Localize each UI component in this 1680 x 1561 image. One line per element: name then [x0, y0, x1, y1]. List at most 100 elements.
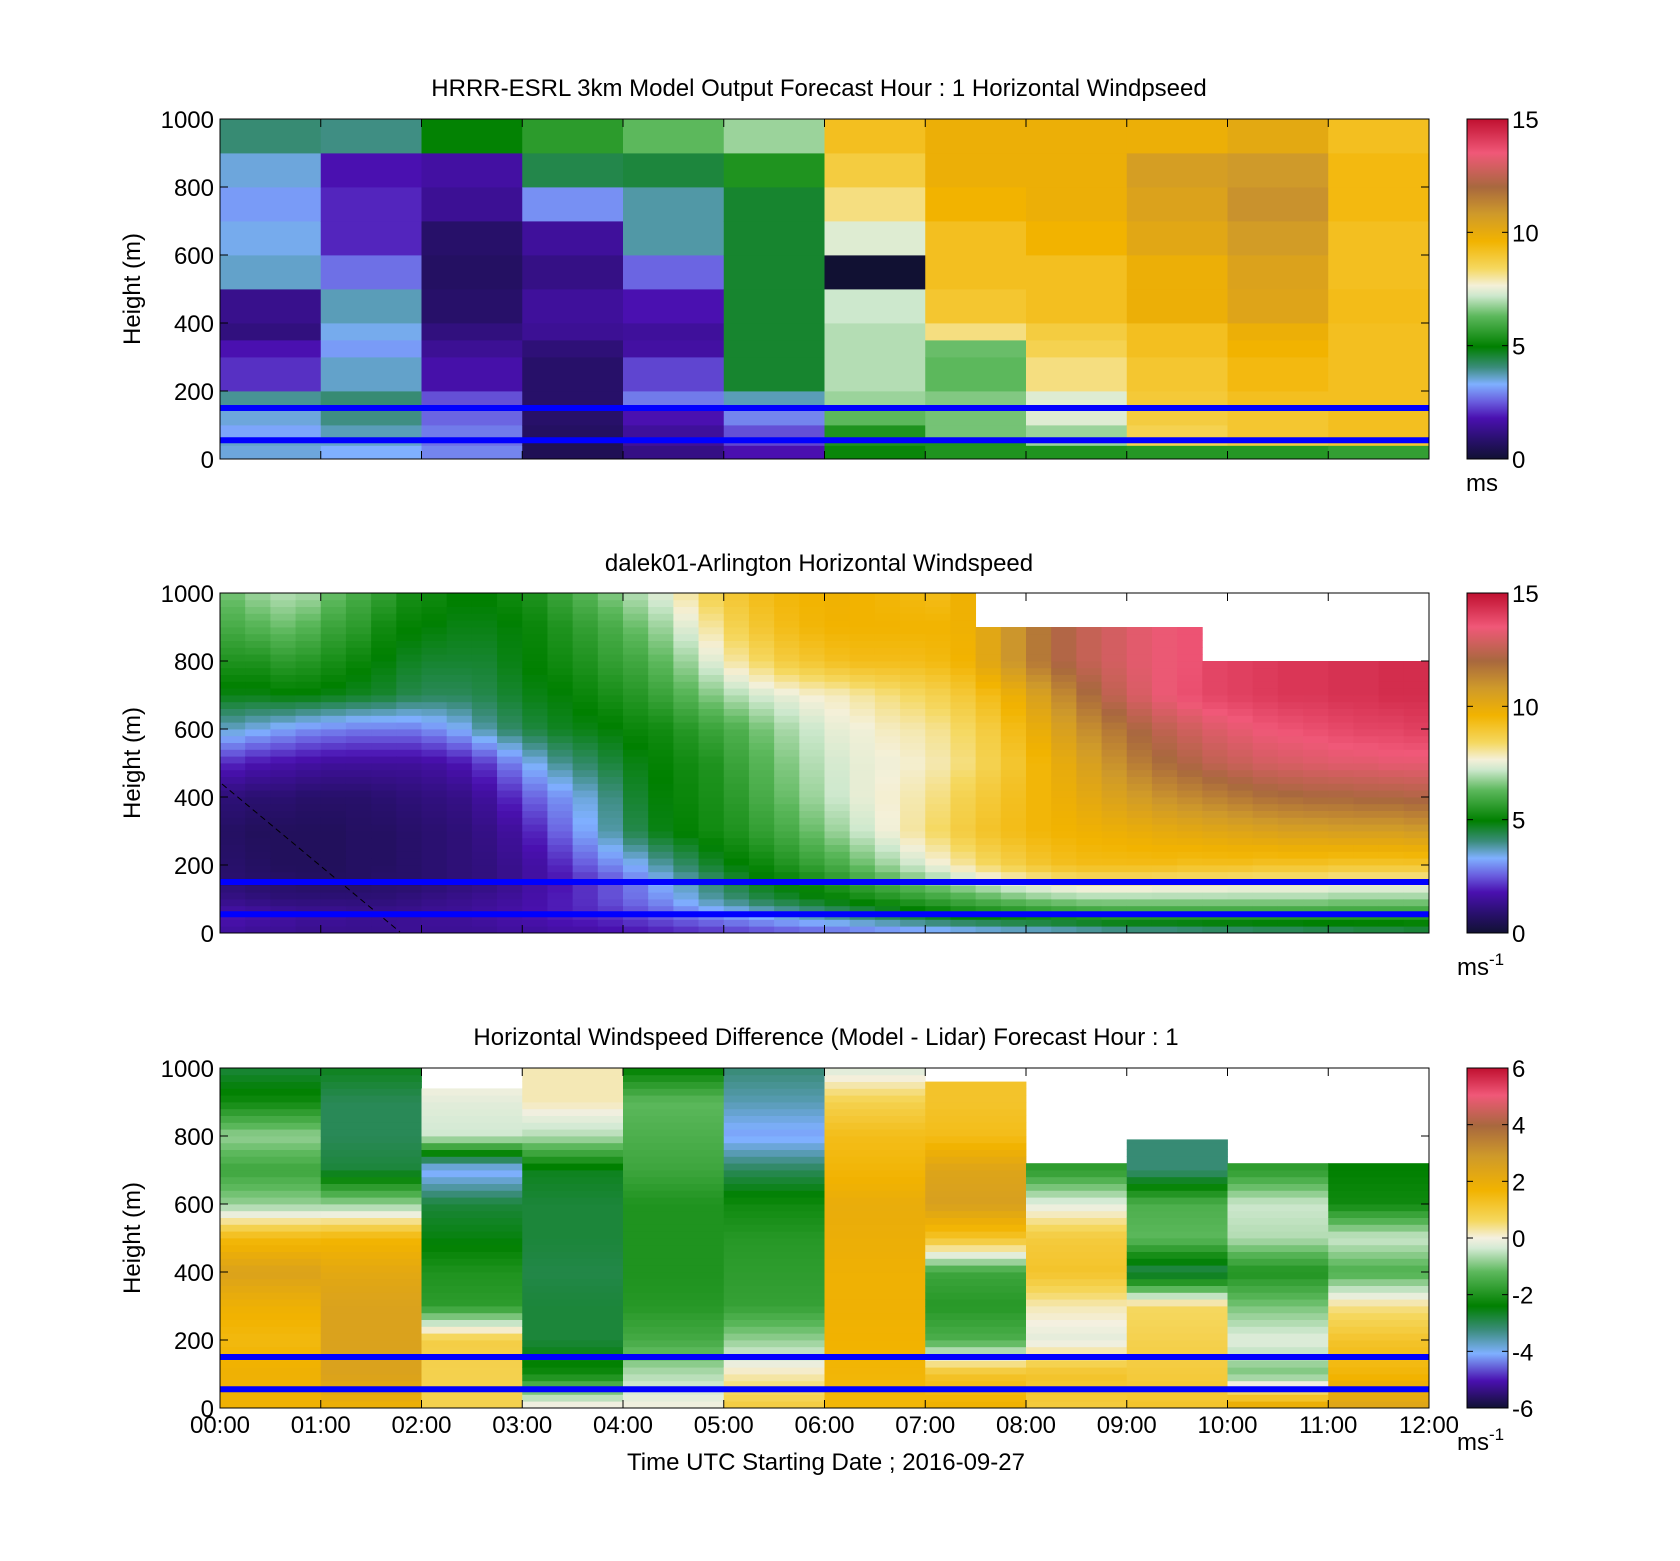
heatmap-cell [522, 357, 624, 392]
heatmap-cell [396, 844, 422, 852]
heatmap-cell [597, 749, 624, 757]
heatmap-cell [975, 640, 1002, 648]
heatmap-cell [673, 661, 699, 669]
heatmap-cell [421, 620, 448, 628]
heatmap-cell [295, 681, 322, 689]
heatmap-cell [497, 735, 523, 743]
heatmap-cell [1126, 119, 1228, 154]
reference-lines [220, 879, 1429, 918]
colorbar-tick-label: 15 [1512, 107, 1539, 134]
heatmap-cell [748, 667, 775, 675]
heatmap-cell [497, 715, 523, 723]
heatmap-cell [723, 1394, 825, 1402]
heatmap-cell [471, 919, 498, 927]
heatmap-cell [522, 926, 548, 934]
heatmap-cell [748, 647, 775, 655]
heatmap-cell [345, 749, 372, 757]
heatmap-cell [220, 323, 322, 341]
heatmap-cell [421, 445, 523, 460]
heatmap-cell [421, 1170, 523, 1178]
heatmap-cell [1303, 871, 1329, 879]
heatmap-cell [900, 763, 926, 771]
heatmap-cell [673, 899, 699, 907]
heatmap-cell [220, 1401, 322, 1409]
heatmap-cell [874, 735, 901, 743]
heatmap-cell [1076, 905, 1102, 913]
heatmap-cell [471, 810, 498, 818]
heatmap-cell [673, 633, 699, 641]
heatmap-cell [220, 1115, 322, 1123]
heatmap-cell [1328, 790, 1354, 798]
heatmap-cell [925, 1163, 1027, 1171]
heatmap-cell [1202, 763, 1228, 771]
heatmap-cell [1328, 831, 1354, 839]
heatmap-cell [623, 289, 725, 324]
heatmap-cell [1378, 695, 1405, 703]
heatmap-cell [220, 1074, 322, 1082]
heatmap-cell [1126, 749, 1153, 757]
heatmap-cell [1101, 831, 1128, 839]
heatmap-cell [396, 701, 422, 709]
heatmap-cell [925, 892, 951, 900]
heatmap-cell [597, 763, 624, 771]
heatmap-cell [1026, 701, 1052, 709]
heatmap-cell [1101, 919, 1128, 927]
heatmap-cell [623, 715, 649, 723]
heatmap-cell [320, 1122, 422, 1130]
heatmap-cell [799, 885, 825, 893]
heatmap-cell [1403, 776, 1430, 784]
heatmap-cell [623, 255, 725, 290]
y-tick-label: 200 [174, 1328, 214, 1355]
heatmap-cell [345, 919, 372, 927]
heatmap-cell [1227, 1333, 1329, 1341]
heatmap-cell [824, 1183, 926, 1191]
heatmap-cell [1126, 1401, 1228, 1409]
heatmap-cell [1378, 769, 1405, 777]
heatmap-cell [1177, 729, 1203, 737]
heatmap-cell [925, 1251, 1027, 1259]
heatmap-cell [1403, 749, 1430, 757]
heatmap-cell [320, 763, 347, 771]
heatmap-cell [1076, 674, 1102, 682]
heatmap-cell [648, 790, 674, 798]
heatmap-cell [950, 817, 977, 825]
heatmap-cell [623, 926, 649, 934]
heatmap-cell [623, 919, 649, 927]
heatmap-cell [623, 905, 649, 913]
heatmap-cell [270, 899, 296, 907]
heatmap-cell [623, 606, 649, 614]
heatmap-cell [975, 715, 1002, 723]
heatmap-cell [522, 803, 548, 811]
heatmap-cell [220, 445, 322, 460]
heatmap-cell [623, 599, 649, 607]
heatmap-cell [1303, 824, 1329, 832]
heatmap-cell [1227, 289, 1329, 324]
heatmap-cell [320, 1340, 422, 1348]
heatmap-cell [547, 810, 574, 818]
heatmap-cell [1151, 858, 1178, 866]
heatmap-cell [1328, 255, 1430, 290]
heatmap-cell [1227, 844, 1254, 852]
heatmap-cell [572, 769, 599, 777]
heatmap-cell [799, 824, 825, 832]
heatmap-cell [900, 729, 926, 737]
heatmap-cell [522, 408, 624, 426]
heatmap-cell [547, 899, 574, 907]
heatmap-cell [673, 783, 699, 791]
heatmap-cell [597, 613, 624, 621]
heatmap-cell [1051, 790, 1077, 798]
heatmap-cell [522, 606, 548, 614]
heatmap-cell [471, 715, 498, 723]
heatmap-cell [270, 627, 296, 635]
heatmap-cell [320, 858, 347, 866]
heatmap-cell [522, 289, 624, 324]
heatmap-cell [522, 797, 548, 805]
heatmap-cells [220, 1068, 1430, 1409]
heatmap-cell [1051, 674, 1077, 682]
heatmap-cell [1177, 667, 1203, 675]
heatmap-cell [245, 735, 271, 743]
heatmap-cell [925, 153, 1027, 188]
heatmap-cell [1126, 221, 1228, 256]
heatmap-cell [572, 654, 599, 662]
heatmap-cell [547, 919, 574, 927]
